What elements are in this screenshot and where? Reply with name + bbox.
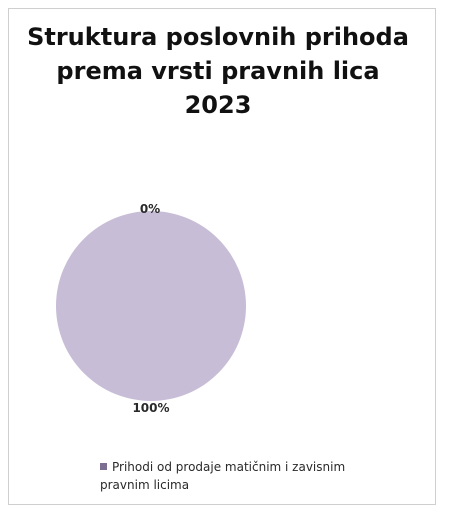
legend-swatch [100,463,107,470]
chart-title: Struktura poslovnih prihoda prema vrsti … [27,23,409,119]
legend-entry-label: Prihodi od prodaje matičnim i zavisnim p… [100,460,346,492]
chart-legend: Prihodi od prodaje matičnim i zavisnim p… [100,458,380,494]
pie-slice-1 [56,211,246,401]
pie-slices [56,211,246,401]
data-label-zero: 0% [140,202,160,216]
data-label-full: 100% [132,401,169,415]
